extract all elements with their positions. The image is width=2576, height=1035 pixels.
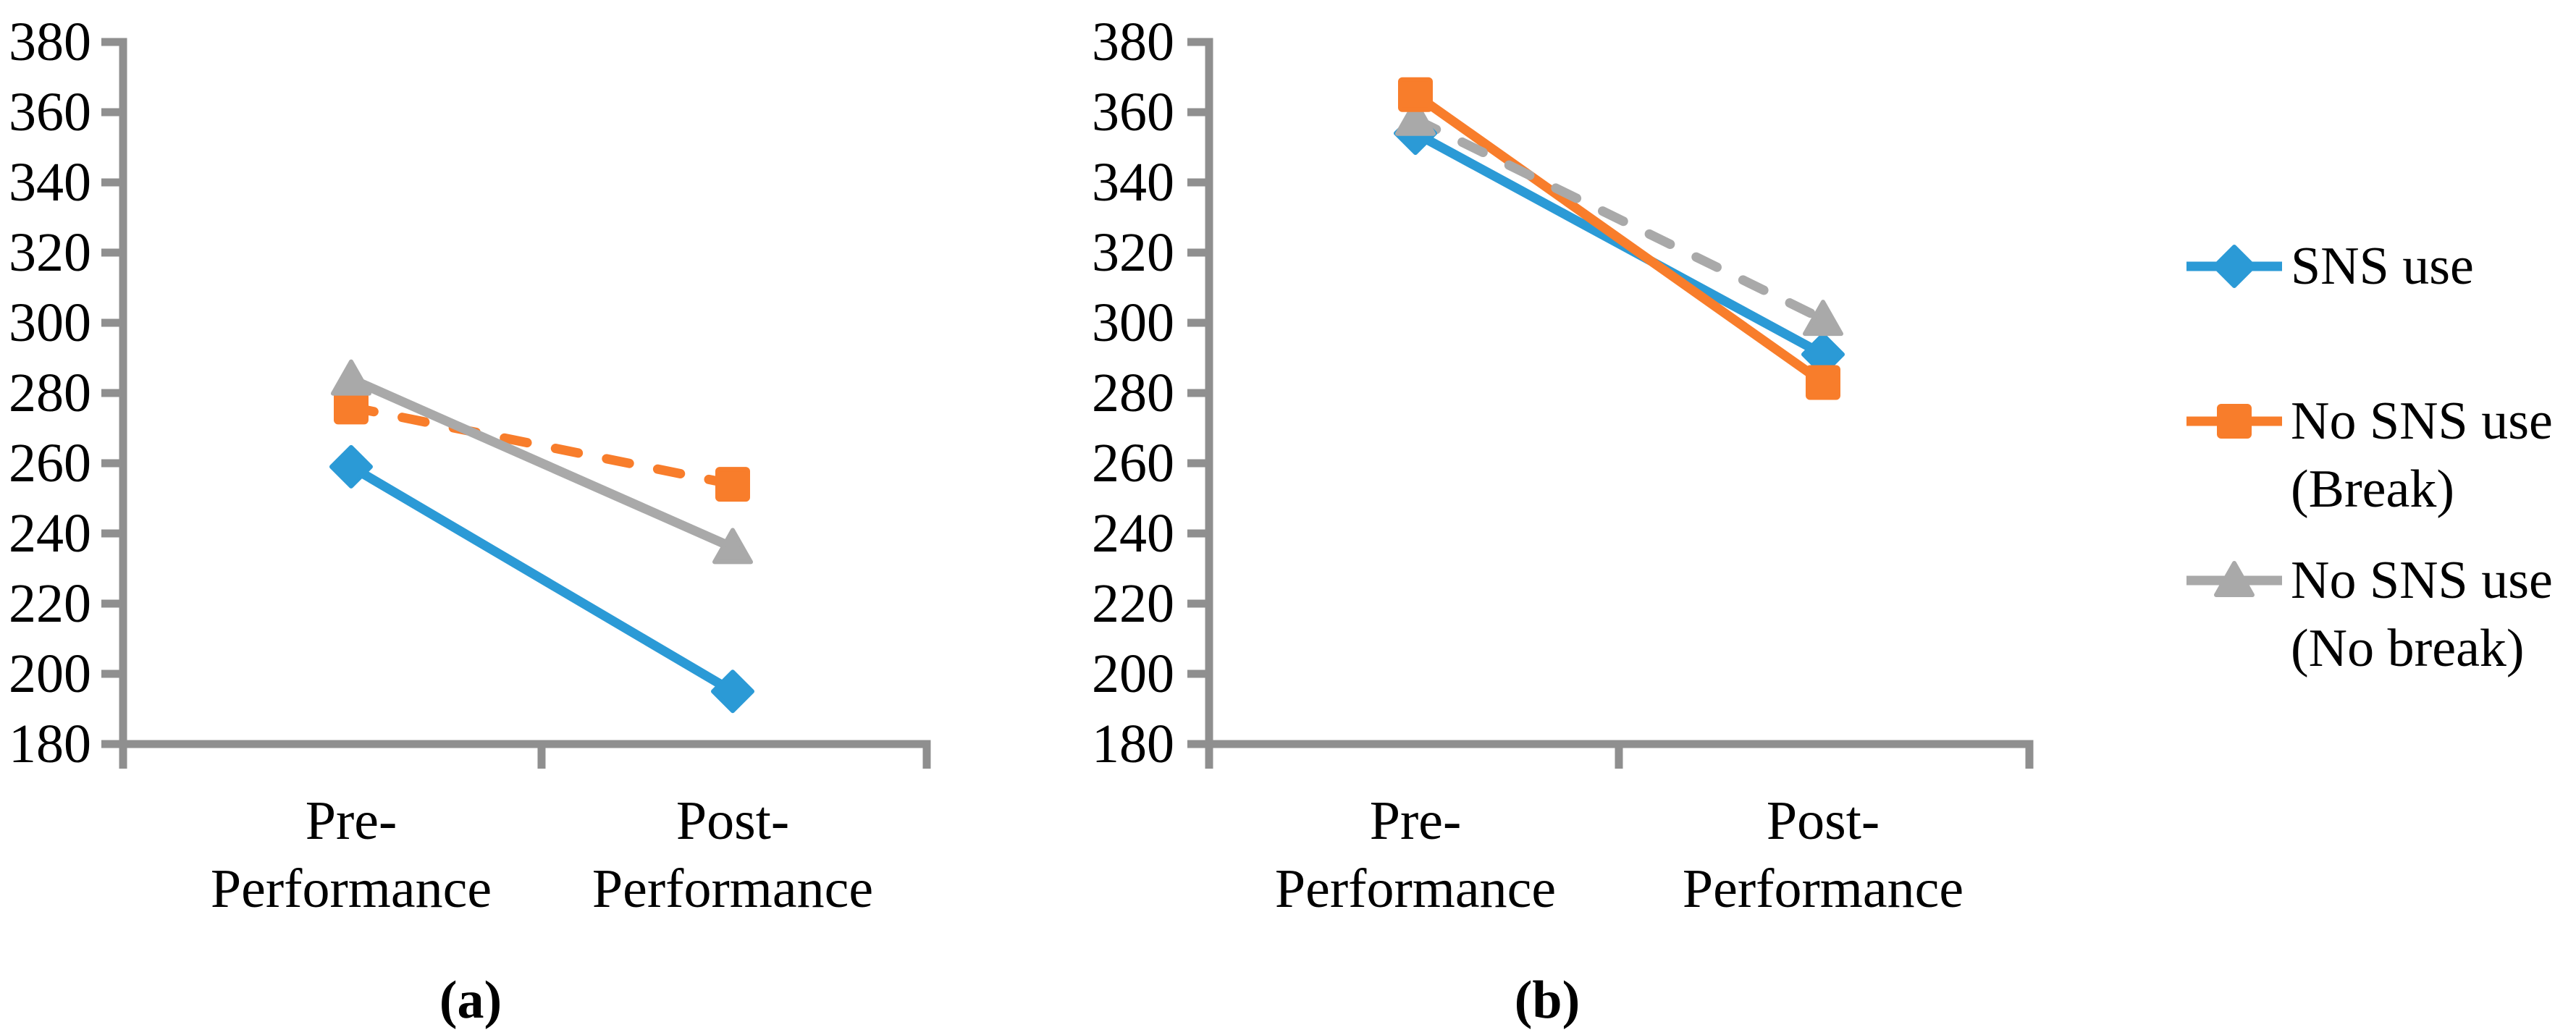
y-tick-label: 200 <box>1092 643 1174 704</box>
x-category-label: Performance <box>1275 858 1556 919</box>
y-tick-label: 380 <box>1092 12 1174 72</box>
line-sns-use <box>348 462 736 696</box>
y-tick-label: 340 <box>9 152 91 213</box>
y-tick-label: 200 <box>9 643 91 704</box>
legend-label-no-sns-use-break: (Break) <box>2291 460 2454 519</box>
legend-label-sns-use: SNS use <box>2291 237 2474 296</box>
y-tick-label: 280 <box>1092 363 1174 423</box>
triangle-marker-no-sns-no-break <box>1803 300 1843 337</box>
x-category-label: Pre- <box>1370 790 1462 851</box>
y-tick-label: 320 <box>9 222 91 283</box>
y-tick-label: 220 <box>9 573 91 634</box>
square-marker-no-sns-use-break <box>1806 365 1840 400</box>
y-tick-label: 340 <box>1092 152 1174 213</box>
y-tick-label: 220 <box>1092 573 1174 634</box>
x-category-label: Pre- <box>306 790 397 851</box>
y-tick-label: 360 <box>1092 82 1174 143</box>
y-tick-label: 360 <box>9 82 91 143</box>
x-category-label: Post- <box>676 790 789 851</box>
line-no-sns-no-break <box>349 374 735 552</box>
x-category-label: Performance <box>211 858 492 919</box>
chart-b: 380 360 340 320 300 280 260 240 220 200 180 Pre- Per… <box>1092 12 2034 1030</box>
triangle-marker-no-sns-no-break <box>1395 99 1436 136</box>
x-category-label: Performance <box>1683 858 1963 919</box>
x-category-label: Post- <box>1767 790 1880 851</box>
square-icon <box>2217 404 2252 439</box>
triangle-marker-no-sns-no-break <box>331 359 371 396</box>
diamond-marker-sns-use <box>711 669 754 714</box>
square-marker-no-sns-use-break <box>334 389 369 425</box>
y-tick-label: 240 <box>9 503 91 564</box>
legend-label-no-sns-use-break: No SNS use <box>2291 392 2553 451</box>
y-tick-label: 240 <box>1092 503 1174 564</box>
y-tick-label: 180 <box>1092 714 1174 774</box>
line-no-sns-use-break <box>1413 90 1826 386</box>
y-tick-label: 180 <box>9 714 91 774</box>
triangle-marker-no-sns-no-break <box>712 528 753 565</box>
x-category-label: Performance <box>592 858 873 919</box>
y-tick-label: 260 <box>9 433 91 494</box>
y-tick-label: 300 <box>1092 292 1174 353</box>
y-tick-label: 280 <box>9 363 91 423</box>
chart-a: 380 360 340 320 300 280 260 240 220 200 180 Pre- Per… <box>9 12 931 1030</box>
chart-caption-b: (b) <box>1515 971 1580 1030</box>
legend-label-no-sns-no-break: (No break) <box>2291 619 2525 678</box>
triangle-icon <box>2214 561 2255 597</box>
legend-label-no-sns-no-break: No SNS use <box>2291 551 2553 610</box>
line-no-sns-use-break <box>346 402 738 489</box>
y-tick-label: 320 <box>1092 222 1174 283</box>
diamond-icon <box>2213 245 2256 288</box>
legend: SNS use No SNS use (Break) No SNS use (No br… <box>2186 237 2553 678</box>
chart-caption-a: (a) <box>439 971 502 1030</box>
y-tick-label: 260 <box>1092 433 1174 494</box>
diamond-marker-sns-use <box>329 444 373 489</box>
line-no-sns-no-break <box>1410 114 1828 324</box>
square-marker-no-sns-use-break <box>1398 77 1433 112</box>
y-tick-label: 300 <box>9 292 91 353</box>
square-marker-no-sns-use-break <box>715 467 750 502</box>
y-tick-label: 380 <box>9 12 91 72</box>
